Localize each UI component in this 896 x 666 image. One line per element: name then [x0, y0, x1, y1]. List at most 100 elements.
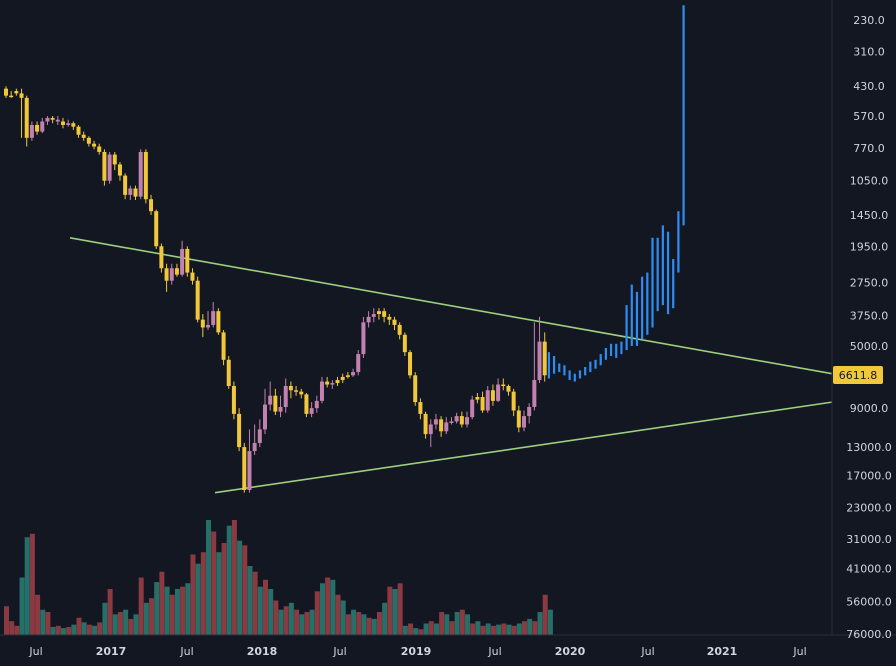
candle-body: [501, 384, 506, 387]
candle-body: [319, 381, 324, 401]
candle-body: [361, 322, 366, 355]
time-axis[interactable]: Jul 2017 Jul 2018 Jul 2019 Jul 2020 Jul 2021 Jul: [28, 645, 806, 658]
volume-bar: [45, 612, 51, 635]
volume-bar: [288, 602, 294, 635]
volume-bar: [485, 623, 491, 635]
volume-bar: [226, 525, 232, 635]
price-tick-label: 1050.0: [850, 175, 889, 188]
candle-body: [35, 124, 40, 132]
candle-body: [252, 442, 257, 452]
candle-body: [532, 380, 537, 407]
price-tick-label: 17000.0: [846, 469, 892, 482]
candle-body: [433, 419, 438, 425]
candle-body: [304, 394, 309, 414]
time-tick-label: 2021: [707, 645, 738, 658]
price-tick-label: 76000.0: [846, 628, 892, 641]
candle-body: [216, 311, 221, 333]
volume-bar: [102, 602, 108, 635]
price-tick-label: 23000.0: [846, 501, 892, 514]
ascending-trendline[interactable]: [214, 401, 833, 494]
candle-body: [66, 123, 71, 125]
volume-bar: [449, 621, 455, 635]
volume-bar: [470, 623, 476, 635]
candle-body: [190, 272, 195, 281]
candle-body: [418, 402, 423, 414]
volume-bar: [107, 589, 113, 635]
volume-bar: [413, 628, 419, 635]
candle-body: [475, 397, 480, 400]
candle-body: [50, 117, 55, 120]
descending-trendline[interactable]: [69, 237, 833, 375]
price-tick-label: 230.0: [853, 14, 885, 27]
volume-bar: [527, 618, 533, 635]
candle-body: [180, 248, 185, 275]
price-candles: [4, 86, 547, 493]
price-tick-label: 41000.0: [846, 563, 892, 576]
volume-bar: [465, 614, 471, 635]
price-tick-label: 31000.0: [846, 533, 892, 546]
candle-body: [527, 406, 532, 417]
last-price-label: 6611.8: [839, 369, 878, 382]
volume-bar: [351, 609, 357, 635]
time-tick-label: 2017: [96, 645, 127, 658]
candle-body: [345, 375, 350, 377]
volume-bar: [143, 602, 149, 635]
candle-body: [92, 143, 97, 147]
time-tick-label: Jul: [792, 645, 806, 658]
volume-bar: [66, 626, 72, 635]
candle-body: [459, 416, 464, 425]
candle-body: [294, 390, 299, 392]
volume-bar: [35, 594, 41, 635]
volume-bar: [195, 563, 201, 635]
candle-body: [247, 451, 252, 491]
volume-bar: [418, 629, 424, 635]
candle-body: [413, 375, 418, 403]
volume-bar: [542, 594, 548, 635]
price-axis[interactable]: 230.0 310.0 430.0 570.0 770.0 1050.0 1450.0 195…: [846, 14, 892, 641]
volume-bar: [273, 600, 279, 635]
volume-bar: [190, 554, 196, 635]
candle-body: [371, 314, 376, 317]
candle-body: [511, 391, 516, 411]
time-tick-label: Jul: [640, 645, 654, 658]
price-tick-label: 770.0: [853, 142, 885, 155]
volume-bar: [263, 579, 268, 635]
volume-bar: [522, 621, 527, 635]
candle-body: [423, 413, 428, 435]
volume-bar: [4, 606, 9, 635]
candle-body: [128, 188, 133, 195]
candle-body: [454, 416, 459, 422]
time-tick-label: Jul: [332, 645, 346, 658]
time-tick-label: 2019: [401, 645, 432, 658]
volume-bar: [185, 583, 191, 635]
volume-bar: [392, 589, 398, 635]
candle-body: [45, 117, 50, 122]
last-price-marker: 6611.8: [833, 366, 883, 384]
candle-body: [231, 385, 236, 414]
candle-body: [480, 397, 485, 411]
volume-bar: [169, 594, 175, 635]
volume-bar: [325, 577, 331, 635]
candle-body: [29, 124, 34, 138]
candle-body: [14, 91, 19, 94]
candle-body: [24, 97, 29, 138]
volume-bar: [200, 552, 206, 635]
candle-body: [366, 316, 371, 323]
volume-bar: [24, 537, 30, 635]
volume-bar: [257, 586, 263, 635]
candle-body: [149, 199, 154, 212]
volume-bar: [19, 577, 25, 635]
volume-bar: [371, 618, 377, 635]
volume-bar: [345, 614, 351, 635]
candle-body: [330, 383, 335, 385]
candle-body: [60, 121, 65, 125]
candle-body: [309, 408, 314, 414]
volume-bar: [490, 625, 496, 635]
candle-body: [449, 421, 454, 423]
candle-body: [123, 175, 128, 195]
candle-body: [19, 93, 24, 98]
volume-bar: [283, 606, 289, 635]
